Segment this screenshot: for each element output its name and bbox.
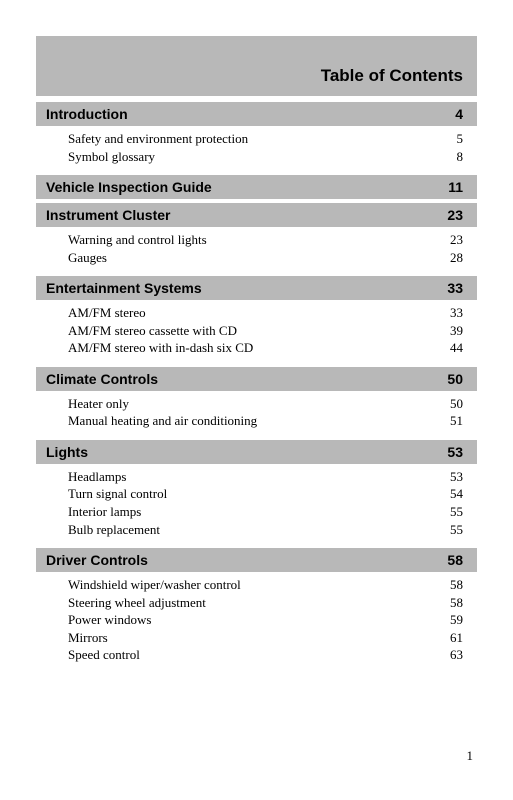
toc-entry-label: Headlamps	[68, 468, 126, 486]
toc-entry-page: 5	[457, 130, 464, 148]
toc-entry-page: 58	[450, 594, 463, 612]
toc-entry-label: Interior lamps	[68, 503, 141, 521]
section-header: Introduction 4	[36, 102, 477, 126]
section-header: Instrument Cluster 23	[36, 203, 477, 227]
toc-entry: Warning and control lights 23	[68, 231, 463, 249]
section-title: Instrument Cluster	[46, 207, 170, 223]
toc-entry: Manual heating and air conditioning 51	[68, 412, 463, 430]
section-page: 58	[447, 552, 463, 568]
section-title: Lights	[46, 444, 88, 460]
toc-entry-page: 55	[450, 503, 463, 521]
section-page: 53	[447, 444, 463, 460]
section-title: Vehicle Inspection Guide	[46, 179, 212, 195]
toc-entry: Turn signal control 54	[68, 485, 463, 503]
toc-entry-label: Bulb replacement	[68, 521, 160, 539]
toc-entry-page: 8	[457, 148, 464, 166]
toc-entry: Bulb replacement 55	[68, 521, 463, 539]
toc-entry: Headlamps 53	[68, 468, 463, 486]
sub-list: Safety and environment protection5Symbol…	[36, 126, 477, 171]
toc-entry-label: Gauges	[68, 249, 107, 267]
page-number: 1	[467, 748, 474, 764]
toc-entry-label: Symbol glossary	[68, 148, 155, 166]
toc-entry-label: AM/FM stereo with in-dash six CD	[68, 339, 253, 357]
toc-entry-page: 63	[450, 646, 463, 664]
title-bar: Table of Contents	[36, 36, 477, 96]
toc-body: Introduction 4 Safety and environment prot…	[36, 102, 477, 670]
toc-entry-label: AM/FM stereo	[68, 304, 146, 322]
section-header: Vehicle Inspection Guide 11	[36, 175, 477, 199]
toc-entry-label: Speed control	[68, 646, 140, 664]
section-page: 50	[447, 371, 463, 387]
toc-entry-label: Windshield wiper/washer control	[68, 576, 241, 594]
toc-entry-page: 59	[450, 611, 463, 629]
toc-entry: Mirrors 61	[68, 629, 463, 647]
section-header: Climate Controls 50	[36, 367, 477, 391]
toc-entry-page: 55	[450, 521, 463, 539]
toc-entry: Steering wheel adjustment 58	[68, 594, 463, 612]
toc-entry-page: 51	[450, 412, 463, 430]
section-header: Entertainment Systems 33	[36, 276, 477, 300]
section-page: 4	[455, 106, 463, 122]
toc-entry: AM/FM stereo cassette with CD 39	[68, 322, 463, 340]
section-title: Climate Controls	[46, 371, 158, 387]
toc-entry-page: 39	[450, 322, 463, 340]
section-title: Driver Controls	[46, 552, 148, 568]
toc-entry-label: Heater only	[68, 395, 129, 413]
sub-list: AM/FM stereo33AM/FM stereo cassette with…	[36, 300, 477, 363]
toc-entry-label: Power windows	[68, 611, 151, 629]
section-header: Lights 53	[36, 440, 477, 464]
sub-list: Windshield wiper/washer control58Steerin…	[36, 572, 477, 670]
section-title: Entertainment Systems	[46, 280, 202, 296]
toc-entry: AM/FM stereo 33	[68, 304, 463, 322]
toc-entry-page: 61	[450, 629, 463, 647]
toc-entry: Interior lamps 55	[68, 503, 463, 521]
toc-entry-label: Warning and control lights	[68, 231, 207, 249]
toc-entry-page: 23	[450, 231, 463, 249]
toc-entry: Windshield wiper/washer control 58	[68, 576, 463, 594]
toc-entry: AM/FM stereo with in-dash six CD 44	[68, 339, 463, 357]
toc-entry-page: 58	[450, 576, 463, 594]
section-page: 33	[447, 280, 463, 296]
toc-entry: Speed control 63	[68, 646, 463, 664]
section-page: 11	[448, 179, 463, 195]
toc-entry: Symbol glossary 8	[68, 148, 463, 166]
toc-entry-label: Turn signal control	[68, 485, 167, 503]
toc-entry-page: 33	[450, 304, 463, 322]
toc-entry-page: 28	[450, 249, 463, 267]
toc-entry-page: 54	[450, 485, 463, 503]
toc-entry-label: Safety and environment protection	[68, 130, 248, 148]
toc-entry-page: 44	[450, 339, 463, 357]
section-header: Driver Controls 58	[36, 548, 477, 572]
sub-list: Heater only50Manual heating and air cond…	[36, 391, 477, 436]
sub-list: Warning and control lights 23 Gauges 28	[36, 227, 477, 272]
section-page: 23	[447, 207, 463, 223]
toc-entry-label: Steering wheel adjustment	[68, 594, 206, 612]
toc-entry-page: 50	[450, 395, 463, 413]
toc-entry: Gauges 28	[68, 249, 463, 267]
toc-entry-label: Mirrors	[68, 629, 108, 647]
page-title: Table of Contents	[321, 66, 463, 86]
toc-entry: Power windows 59	[68, 611, 463, 629]
section-title: Introduction	[46, 106, 128, 122]
toc-entry: Heater only 50	[68, 395, 463, 413]
toc-entry-label: Manual heating and air conditioning	[68, 412, 257, 430]
toc-entry: Safety and environment protection 5	[68, 130, 463, 148]
page-container: Table of Contents Introduction 4 Safety an…	[0, 0, 513, 670]
toc-entry-page: 53	[450, 468, 463, 486]
toc-entry-label: AM/FM stereo cassette with CD	[68, 322, 237, 340]
sub-list: Headlamps53Turn signal control54Interior…	[36, 464, 477, 544]
